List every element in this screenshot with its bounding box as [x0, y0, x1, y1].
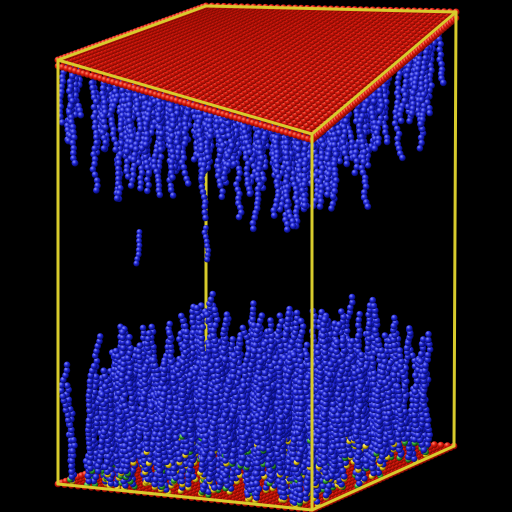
bottom-chain-atom	[381, 332, 389, 339]
bottom-substrate-atom	[437, 441, 445, 449]
bottom-chain-atom	[356, 310, 364, 318]
bottom-chain-atom	[96, 333, 104, 340]
bottom-blue-polymer-brush	[58, 290, 434, 509]
bottom-chain-atom	[249, 305, 257, 313]
bottom-chain-atom	[348, 293, 356, 301]
bottom-chain-atom	[239, 324, 247, 332]
bottom-chain-atom	[406, 325, 413, 332]
bottom-chain-atom	[166, 320, 173, 328]
bottom-chain-atom	[139, 324, 147, 332]
bottom-chain-atom	[250, 300, 257, 307]
bottom-chain-atom	[355, 316, 363, 324]
bottom-chain-atom	[303, 341, 311, 349]
bottom-chain-atom	[417, 350, 425, 358]
bottom-substrate-atom	[431, 441, 438, 449]
bottom-chain-atom	[229, 336, 236, 343]
